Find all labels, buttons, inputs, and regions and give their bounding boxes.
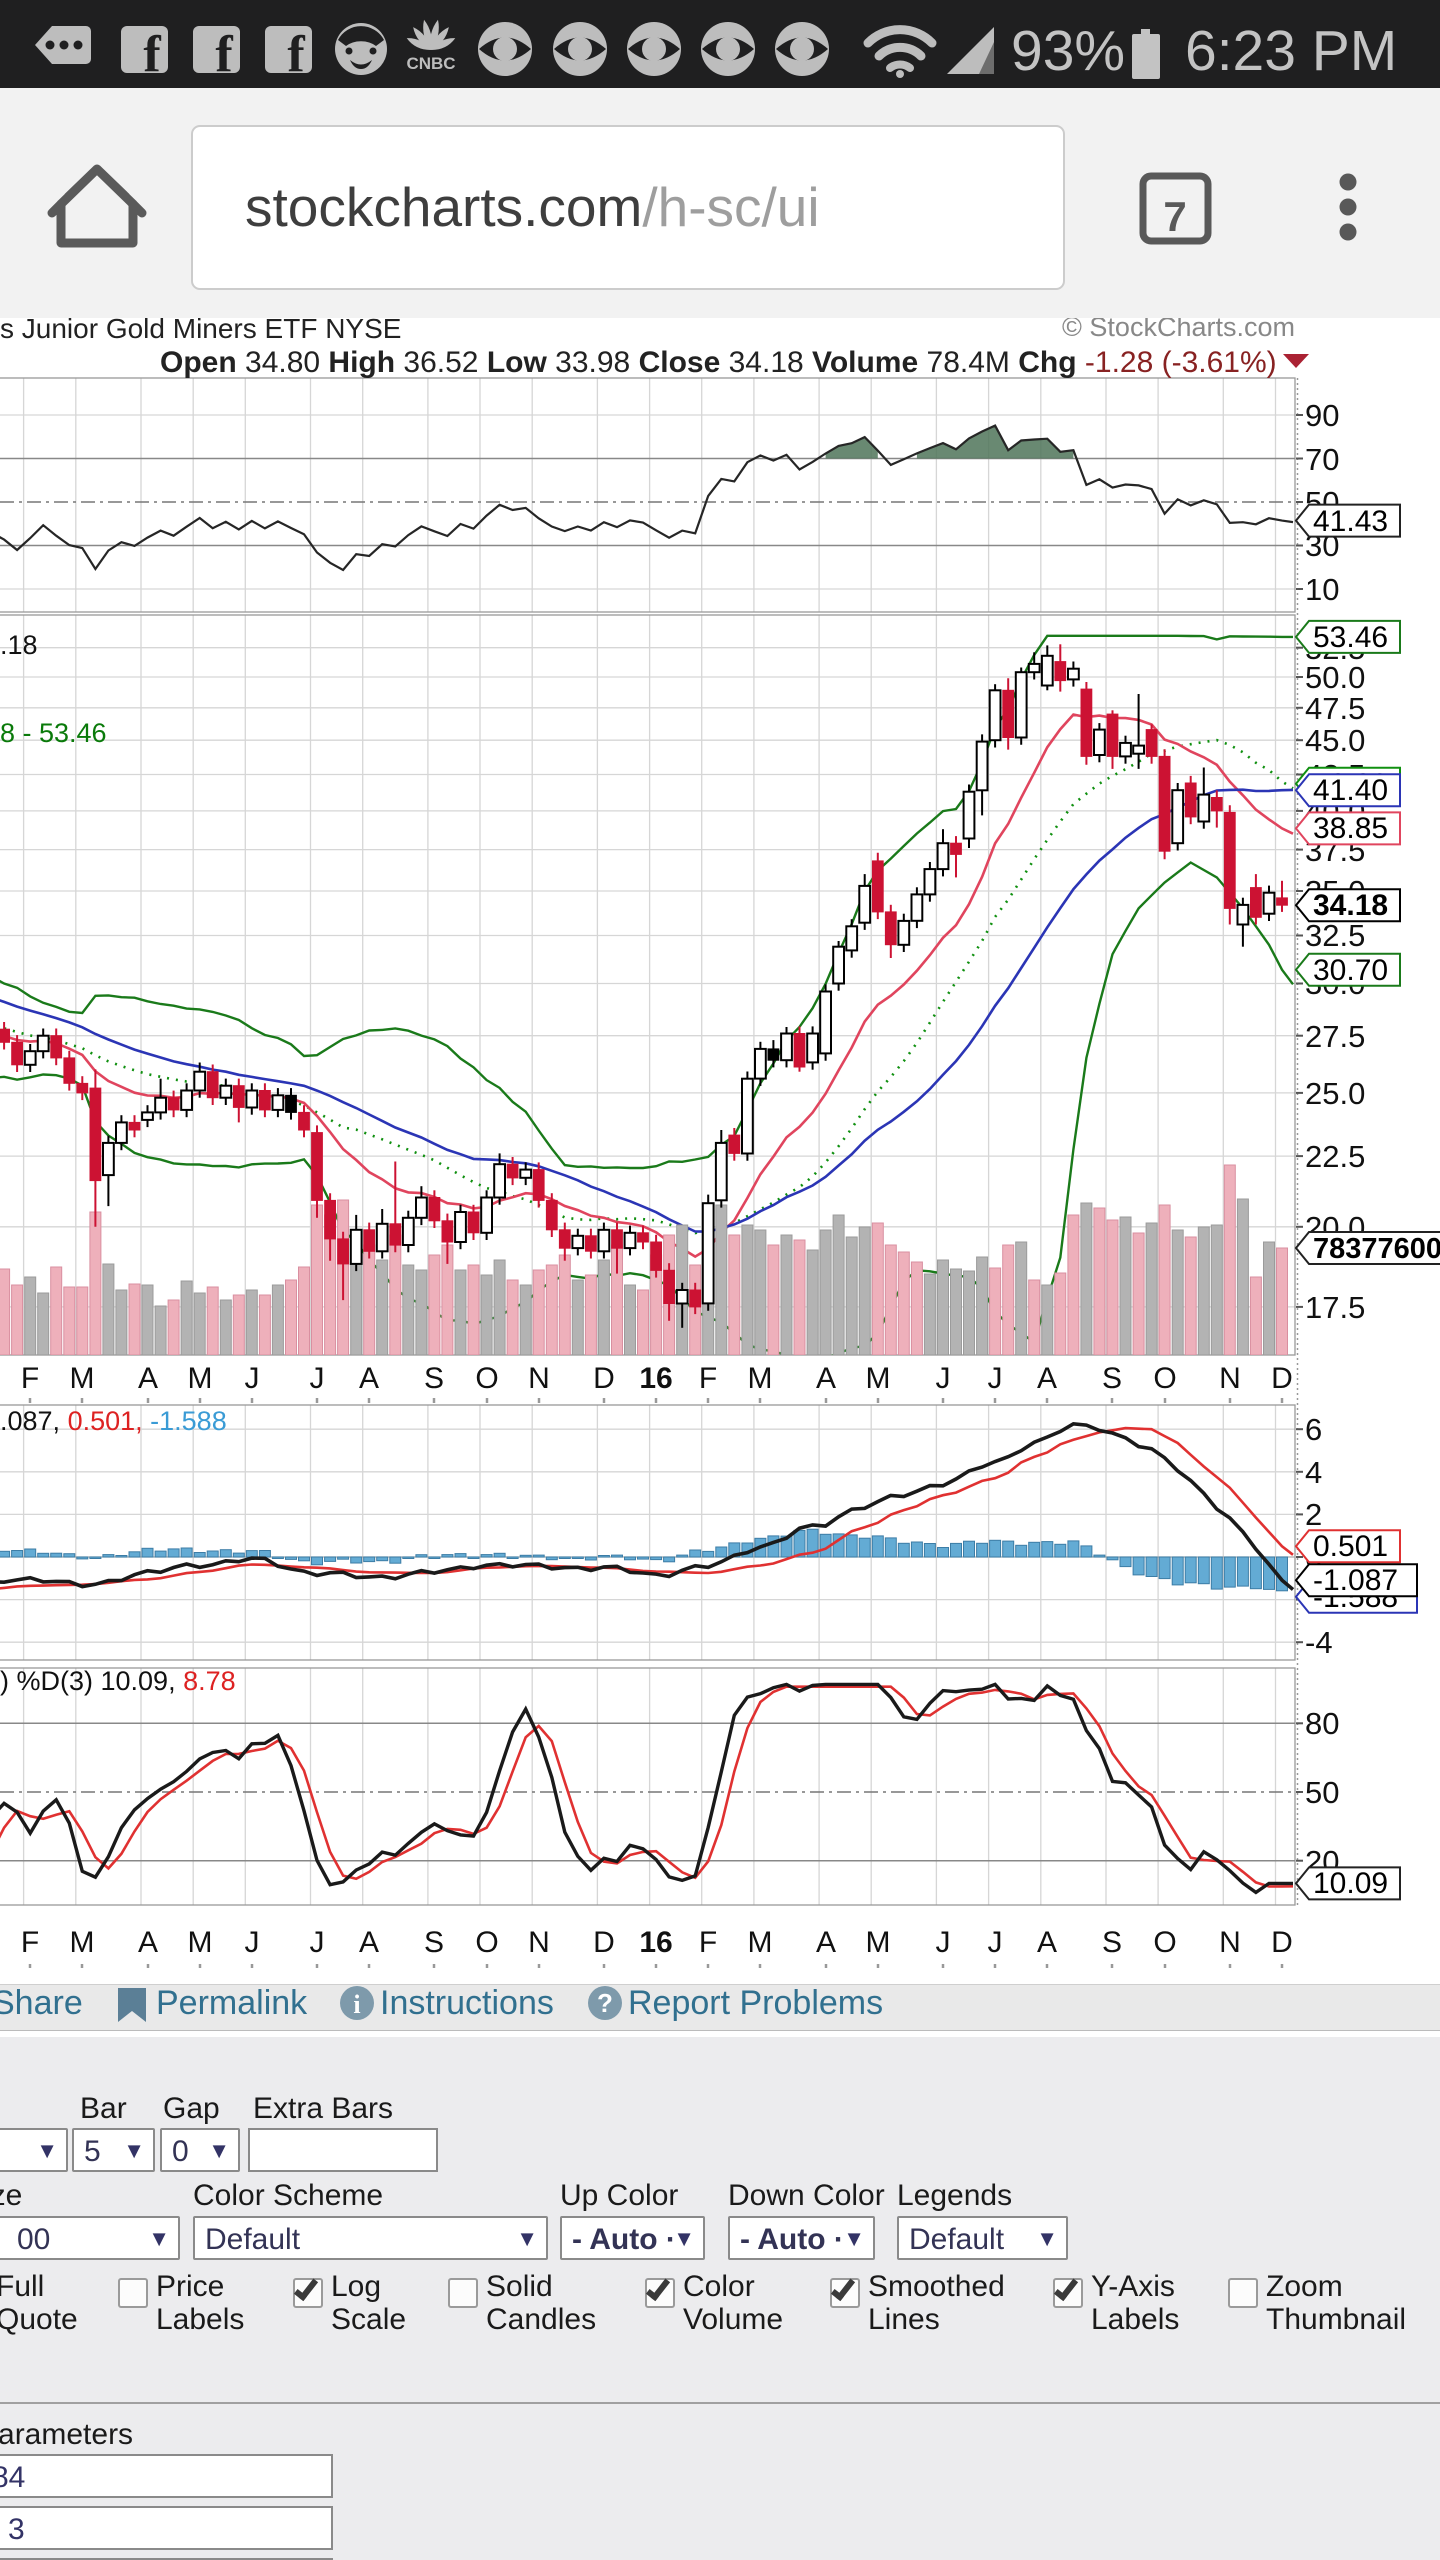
svg-text:27.5: 27.5 — [1305, 1019, 1365, 1054]
svg-text:16: 16 — [639, 1926, 672, 1959]
svg-text:O: O — [475, 1362, 498, 1395]
svg-text:.087, 0.501, -1.588: .087, 0.501, -1.588 — [0, 1406, 227, 1436]
svg-text:D: D — [593, 1926, 615, 1959]
svg-text:O: O — [475, 1926, 498, 1959]
svg-text:f: f — [215, 26, 233, 83]
svg-text:S: S — [424, 1926, 444, 1959]
svg-text:F: F — [699, 1926, 717, 1959]
svg-text:Share: Share — [0, 1984, 83, 2022]
svg-text:22.5: 22.5 — [1305, 1139, 1365, 1174]
svg-text:f: f — [287, 26, 305, 83]
svg-text:Open 34.80 High 36.52 Low 33: Open 34.80 High 36.52 Low 33.98 Close 34… — [160, 346, 1277, 379]
svg-text:A: A — [1037, 1362, 1057, 1395]
svg-text:A: A — [138, 1926, 158, 1959]
svg-text:A: A — [138, 1362, 158, 1395]
svg-text:O: O — [1153, 1926, 1176, 1959]
svg-text:-4: -4 — [1305, 1625, 1333, 1660]
svg-text:N: N — [528, 1362, 550, 1395]
svg-text:10.09: 10.09 — [1313, 1867, 1388, 1900]
svg-text:34.18: 34.18 — [1313, 889, 1388, 922]
svg-text:?: ? — [597, 1988, 613, 2018]
svg-text:41.43: 41.43 — [1313, 505, 1388, 538]
svg-text:53.46: 53.46 — [1313, 621, 1388, 654]
svg-text:16: 16 — [639, 1362, 672, 1395]
svg-text:M: M — [188, 1926, 213, 1959]
svg-text:M: M — [70, 1926, 95, 1959]
svg-text:Report Problems: Report Problems — [628, 1984, 883, 2022]
svg-text:90: 90 — [1305, 398, 1339, 433]
svg-text:A: A — [1037, 1926, 1057, 1959]
svg-text:-1.087: -1.087 — [1313, 1564, 1398, 1597]
svg-text:CNBC: CNBC — [406, 54, 455, 73]
svg-text:N: N — [1219, 1926, 1241, 1959]
svg-text:4: 4 — [1305, 1455, 1322, 1490]
svg-text:47.5: 47.5 — [1305, 691, 1365, 726]
svg-text:) %D(3) 10.09, 8.78: ) %D(3) 10.09, 8.78 — [0, 1666, 236, 1696]
svg-text:N: N — [1219, 1362, 1241, 1395]
svg-text:M: M — [866, 1362, 891, 1395]
svg-text:A: A — [816, 1926, 836, 1959]
svg-text:50.0: 50.0 — [1305, 660, 1365, 695]
svg-text:J: J — [936, 1362, 951, 1395]
svg-text:J: J — [988, 1926, 1003, 1959]
svg-text:M: M — [70, 1362, 95, 1395]
svg-text:78377600: 78377600 — [1313, 1233, 1440, 1265]
svg-text:8 - 53.46: 8 - 53.46 — [0, 718, 107, 748]
svg-text:f: f — [143, 26, 161, 83]
svg-text:.18: .18 — [0, 630, 38, 660]
svg-text:i: i — [353, 1990, 360, 2019]
svg-text:6: 6 — [1305, 1412, 1322, 1447]
svg-text:93%: 93% — [1011, 19, 1125, 83]
svg-text:J: J — [245, 1926, 260, 1959]
svg-text:s Junior Gold Miners ETF NYSE: s Junior Gold Miners ETF NYSE — [0, 318, 401, 344]
svg-text:J: J — [310, 1926, 325, 1959]
svg-text:S: S — [424, 1362, 444, 1395]
svg-text:F: F — [21, 1926, 39, 1959]
svg-text:80: 80 — [1305, 1706, 1339, 1741]
svg-text:N: N — [528, 1926, 550, 1959]
svg-text:17.5: 17.5 — [1305, 1290, 1365, 1325]
svg-text:7: 7 — [1163, 193, 1186, 240]
svg-text:J: J — [310, 1362, 325, 1395]
svg-text:O: O — [1153, 1362, 1176, 1395]
svg-text:6:23 PM: 6:23 PM — [1185, 19, 1397, 83]
svg-text:70: 70 — [1305, 442, 1339, 477]
svg-text:30.70: 30.70 — [1313, 954, 1388, 987]
svg-text:S: S — [1102, 1926, 1122, 1959]
svg-text:41.40: 41.40 — [1313, 774, 1388, 807]
svg-text:M: M — [748, 1362, 773, 1395]
svg-text:2: 2 — [1305, 1497, 1322, 1532]
svg-text:0.501: 0.501 — [1313, 1530, 1388, 1563]
svg-text:Instructions: Instructions — [380, 1984, 554, 2022]
svg-text:© StockCharts.com: © StockCharts.com — [1062, 318, 1295, 342]
svg-text:50: 50 — [1305, 1775, 1339, 1810]
svg-text:J: J — [936, 1926, 951, 1959]
svg-text:F: F — [699, 1362, 717, 1395]
svg-text:M: M — [866, 1926, 891, 1959]
svg-text:M: M — [188, 1362, 213, 1395]
svg-text:10: 10 — [1305, 572, 1339, 607]
svg-text:J: J — [245, 1362, 260, 1395]
svg-text:D: D — [1271, 1926, 1293, 1959]
svg-text:Permalink: Permalink — [156, 1984, 308, 2022]
svg-text:J: J — [988, 1362, 1003, 1395]
svg-text:25.0: 25.0 — [1305, 1076, 1365, 1111]
svg-text:A: A — [816, 1362, 836, 1395]
svg-text:A: A — [359, 1362, 379, 1395]
svg-text:45.0: 45.0 — [1305, 723, 1365, 758]
svg-text:F: F — [21, 1362, 39, 1395]
svg-text:A: A — [359, 1926, 379, 1959]
svg-text:M: M — [748, 1926, 773, 1959]
svg-text:D: D — [593, 1362, 615, 1395]
svg-text:stockcharts.com/h-sc/ui: stockcharts.com/h-sc/ui — [245, 176, 820, 238]
svg-text:38.85: 38.85 — [1313, 812, 1388, 845]
svg-text:32.5: 32.5 — [1305, 918, 1365, 953]
svg-text:D: D — [1271, 1362, 1293, 1395]
svg-text:S: S — [1102, 1362, 1122, 1395]
